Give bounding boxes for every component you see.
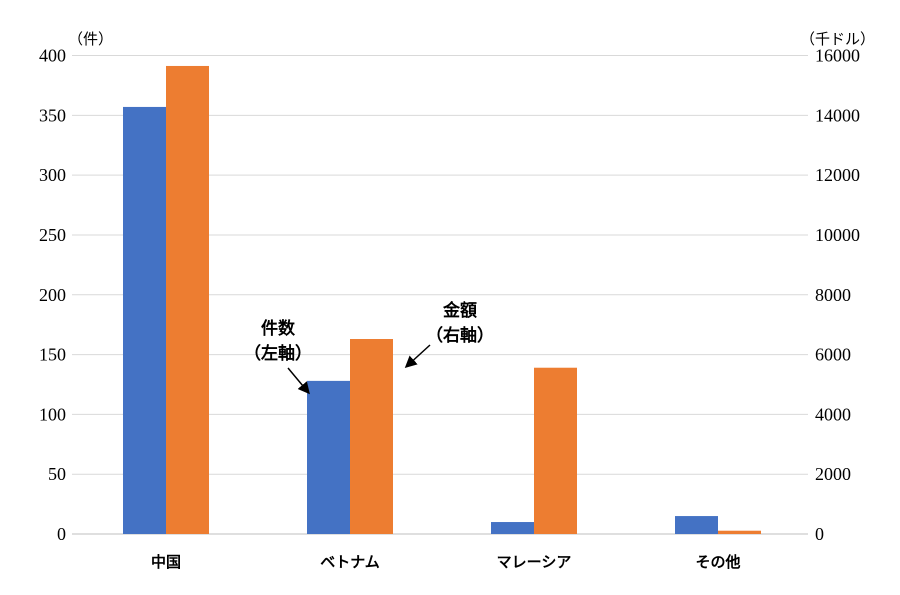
amount-bar: [350, 339, 393, 534]
amount-bar: [166, 65, 209, 534]
right-tick-label: 14000: [815, 105, 860, 125]
right-tick-label: 4000: [815, 404, 851, 424]
left-tick-label: 0: [57, 524, 66, 544]
annotation-count-line2: （左軸）: [244, 343, 312, 364]
category-label: マレーシア: [497, 553, 572, 571]
left-tick-label: 200: [39, 285, 66, 305]
annotation-count-line1: 件数: [261, 318, 296, 339]
annotation-amount-line1: 金額: [442, 300, 477, 321]
category-label: ベトナム: [320, 553, 380, 571]
count-bar: [491, 522, 534, 534]
annotation-amount-line2: （右軸）: [426, 325, 494, 346]
count-bar: [675, 516, 718, 534]
left-tick-label: 150: [39, 345, 66, 365]
annotation-amount-arrow: [404, 344, 431, 369]
right-tick-label: 12000: [815, 165, 860, 185]
left-axis-unit: （件）: [68, 31, 113, 48]
right-tick-label: 16000: [815, 46, 860, 66]
right-tick-label: 8000: [815, 285, 851, 305]
left-tick-label: 300: [39, 165, 66, 185]
right-tick-label: 2000: [815, 464, 851, 484]
right-tick-label: 6000: [815, 345, 851, 365]
left-tick-label: 350: [39, 105, 66, 125]
count-bar: [123, 106, 166, 534]
amount-bar: [718, 530, 761, 534]
category-label: 中国: [151, 553, 181, 571]
amount-bar: [534, 367, 577, 534]
right-tick-label: 0: [815, 524, 824, 544]
annotation-count-arrow: [287, 367, 310, 395]
left-tick-label: 400: [39, 46, 66, 66]
category-label: その他: [695, 553, 740, 571]
right-tick-label: 10000: [815, 225, 860, 245]
left-tick-label: 100: [39, 404, 66, 424]
right-axis-unit: （千ドル）: [800, 31, 875, 48]
left-tick-label: 250: [39, 225, 66, 245]
left-tick-label: 50: [48, 464, 66, 484]
count-bar: [307, 380, 350, 534]
